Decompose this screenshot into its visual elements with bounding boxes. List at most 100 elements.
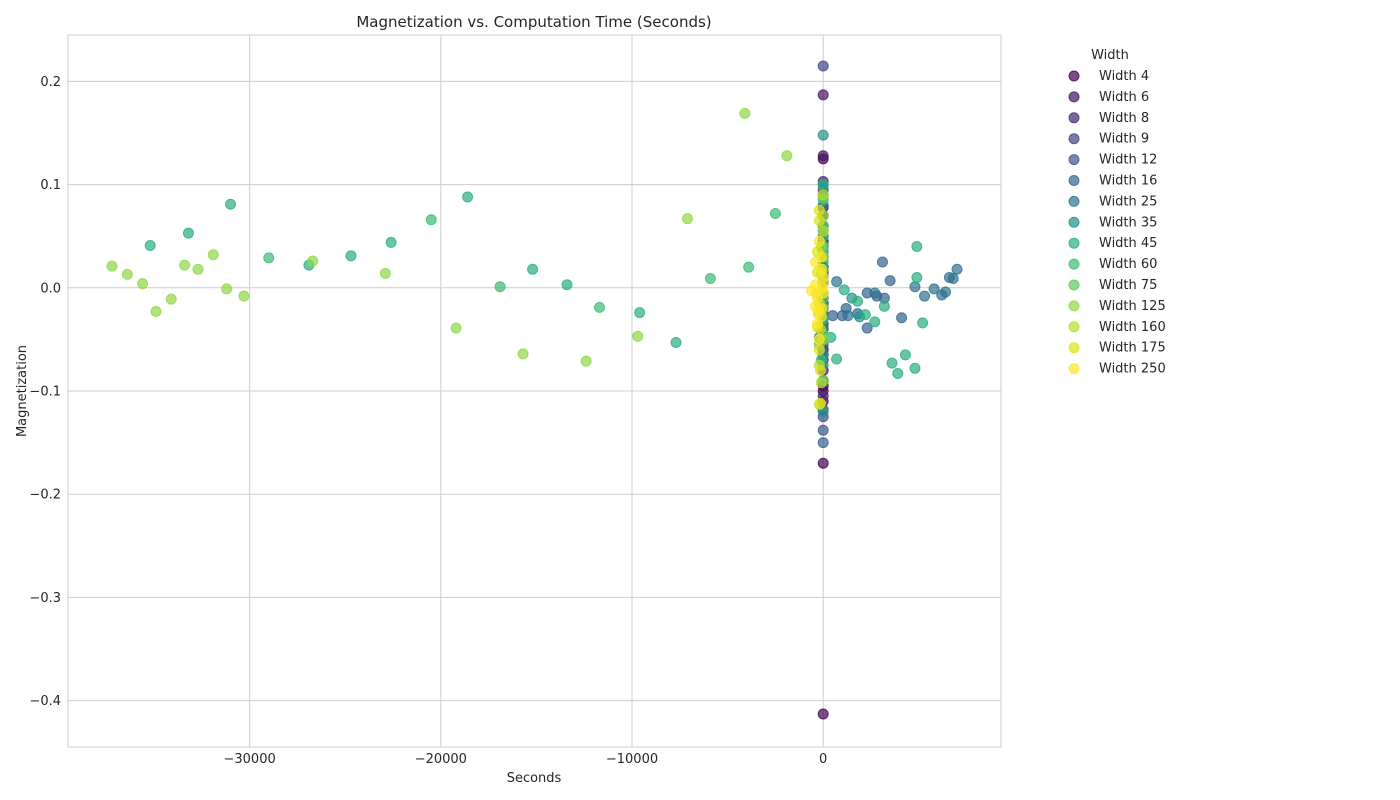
data-point <box>817 708 829 720</box>
y-tick-label: 0.0 <box>40 281 61 296</box>
data-point <box>192 263 204 275</box>
x-tick-label: −30000 <box>224 752 276 767</box>
legend-marker <box>1068 321 1080 333</box>
legend-label: Width 25 <box>1099 194 1157 209</box>
data-point <box>815 377 827 389</box>
data-point <box>831 353 843 365</box>
legend-marker <box>1068 279 1080 291</box>
data-point <box>580 355 592 367</box>
data-point <box>817 437 829 449</box>
data-point <box>137 278 149 290</box>
data-point <box>769 208 781 220</box>
data-point <box>743 261 755 273</box>
data-point <box>527 263 539 275</box>
data-point <box>379 267 391 279</box>
data-point <box>919 290 931 302</box>
y-tick-label: −0.3 <box>29 591 61 606</box>
series-width-250 <box>806 235 829 345</box>
data-point <box>144 240 156 252</box>
data-point <box>814 364 826 376</box>
legend-title: Width <box>1091 48 1129 63</box>
data-point <box>221 283 233 295</box>
data-point <box>869 287 881 299</box>
data-point <box>207 249 219 261</box>
legend-label: Width 60 <box>1099 257 1157 272</box>
data-point <box>225 198 237 210</box>
data-point <box>859 309 871 321</box>
data-point <box>878 300 890 312</box>
data-point <box>817 129 829 141</box>
data-point <box>150 306 162 318</box>
legend-marker <box>1068 154 1080 166</box>
data-point <box>634 307 646 319</box>
legend-label: Width 45 <box>1099 236 1157 251</box>
data-points <box>106 60 963 720</box>
x-tick-label: −10000 <box>606 752 658 767</box>
data-point <box>811 318 823 330</box>
data-point <box>814 397 826 409</box>
data-point <box>817 189 829 201</box>
legend-label: Width 35 <box>1099 215 1157 230</box>
data-point <box>263 252 275 264</box>
y-tick-label: −0.4 <box>29 694 61 709</box>
legend-marker <box>1068 258 1080 270</box>
data-point <box>238 290 250 302</box>
data-point <box>815 251 827 263</box>
data-point <box>876 256 888 268</box>
data-point <box>947 273 959 285</box>
data-point <box>425 214 437 226</box>
y-axis-label: Magnetization <box>15 345 30 437</box>
legend-marker <box>1068 133 1080 145</box>
legend-label: Width 125 <box>1099 299 1166 314</box>
data-point <box>561 279 573 291</box>
data-point <box>817 424 829 436</box>
data-point <box>632 330 644 342</box>
data-point <box>940 286 952 298</box>
data-point <box>909 281 921 293</box>
x-tick-label: −20000 <box>415 752 467 767</box>
data-point <box>817 271 829 283</box>
data-point <box>917 317 929 329</box>
data-point <box>861 322 873 334</box>
legend-label: Width 160 <box>1099 320 1166 335</box>
y-tick-label: −0.2 <box>29 488 61 503</box>
data-point <box>852 295 864 307</box>
data-point <box>121 268 133 280</box>
data-point <box>951 263 963 275</box>
data-point <box>884 275 896 287</box>
legend: Width Width 4 Width 6 Width 8 Width 9 Width … <box>1068 48 1166 377</box>
data-point <box>909 362 921 374</box>
y-tick-label: 0.1 <box>40 178 61 193</box>
y-tick-label: −0.1 <box>29 385 61 400</box>
data-point <box>165 293 177 305</box>
data-point <box>739 107 751 119</box>
data-point <box>517 348 529 360</box>
data-point <box>345 250 357 262</box>
chart-title: Magnetization vs. Computation Time (Seco… <box>356 13 711 31</box>
legend-marker <box>1068 70 1080 82</box>
data-point <box>817 150 829 162</box>
data-point <box>869 316 881 328</box>
data-point <box>815 302 827 314</box>
legend-marker <box>1068 300 1080 312</box>
data-point <box>817 457 829 469</box>
data-point <box>816 282 828 294</box>
data-point <box>462 191 474 203</box>
legend-marker <box>1068 175 1080 186</box>
data-point <box>842 310 854 322</box>
legend-label: Width 4 <box>1099 69 1149 84</box>
data-point <box>307 255 319 267</box>
data-point <box>817 89 829 101</box>
data-point <box>892 367 904 379</box>
y-tick-label: 0.2 <box>40 75 61 90</box>
plot-area-frame <box>67 34 1002 748</box>
legend-label: Width 16 <box>1099 174 1157 189</box>
legend-label: Width 6 <box>1099 90 1149 105</box>
series-width-45 <box>144 179 929 379</box>
data-point <box>896 312 908 324</box>
data-point <box>681 213 693 225</box>
legend-marker <box>1068 91 1080 103</box>
data-point <box>670 337 682 349</box>
data-point <box>886 357 898 369</box>
